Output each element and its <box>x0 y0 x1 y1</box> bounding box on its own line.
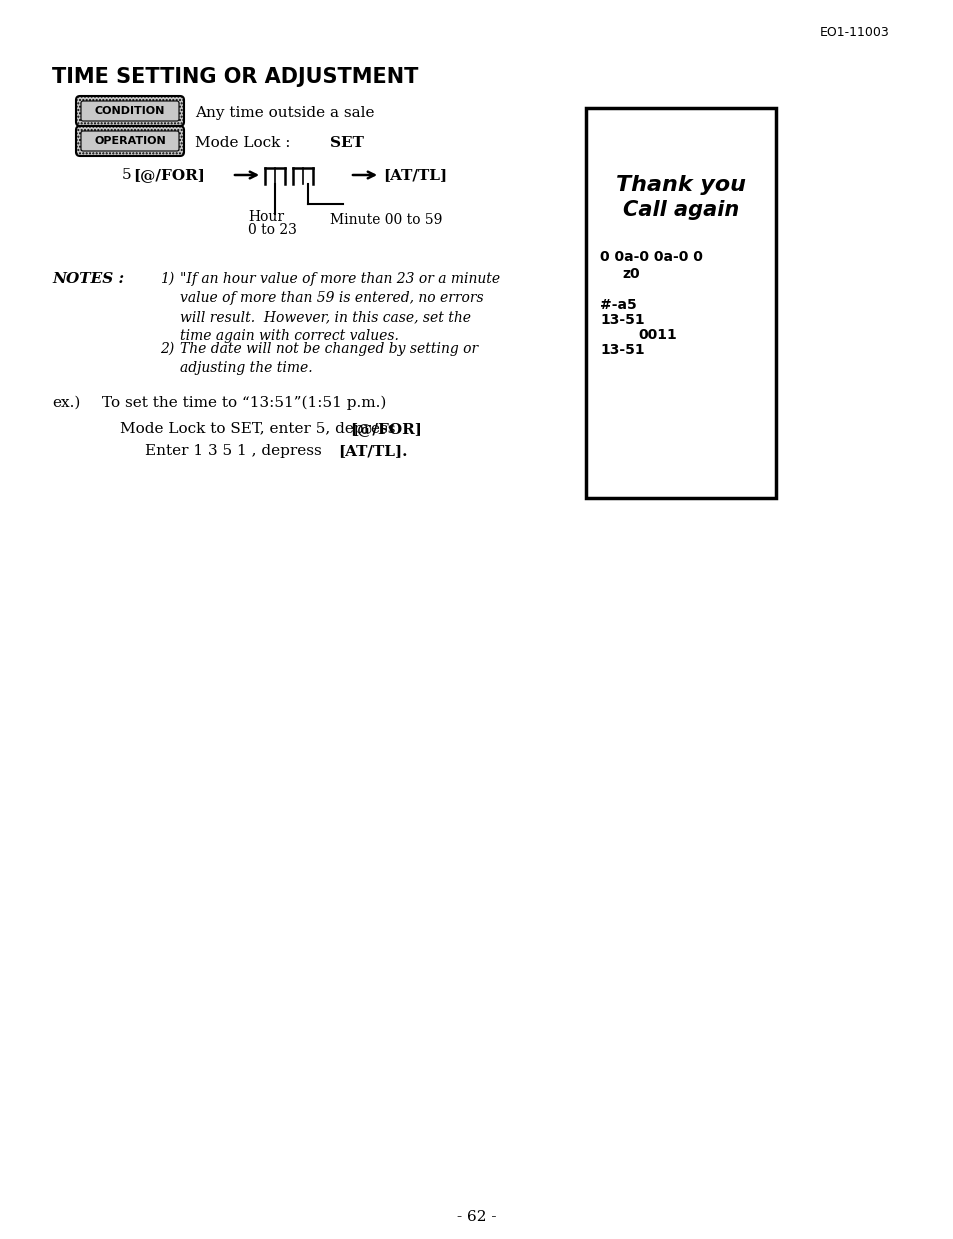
FancyBboxPatch shape <box>81 131 179 151</box>
Text: EO1-11003: EO1-11003 <box>820 26 889 38</box>
Text: To set the time to “13:51”(1:51 p.m.): To set the time to “13:51”(1:51 p.m.) <box>102 396 386 410</box>
Bar <box>585 108 775 498</box>
Text: "If an hour value of more than 23 or a minute
value of more than 59 is entered, : "If an hour value of more than 23 or a m… <box>180 273 499 343</box>
Text: 1): 1) <box>160 273 174 286</box>
Text: 13-51: 13-51 <box>599 313 644 327</box>
Text: NOTES :: NOTES : <box>52 273 124 286</box>
Text: Thank you: Thank you <box>616 175 745 195</box>
Text: Call again: Call again <box>622 199 739 221</box>
Text: 0 0a-0 0a-0 0: 0 0a-0 0a-0 0 <box>599 250 702 264</box>
Text: 2): 2) <box>160 342 174 356</box>
Text: Any time outside a sale: Any time outside a sale <box>194 107 375 120</box>
Text: [@/FOR]: [@/FOR] <box>350 422 421 436</box>
Text: 13-51: 13-51 <box>599 343 644 357</box>
Text: z0: z0 <box>621 266 639 281</box>
Text: OPERATION: OPERATION <box>94 136 166 146</box>
Text: TIME SETTING OR ADJUSTMENT: TIME SETTING OR ADJUSTMENT <box>52 67 418 87</box>
Text: ex.): ex.) <box>52 396 80 410</box>
Text: - 62 -: - 62 - <box>456 1211 497 1224</box>
Text: [AT/TL].: [AT/TL]. <box>337 444 407 458</box>
Text: Minute 00 to 59: Minute 00 to 59 <box>330 213 442 227</box>
FancyBboxPatch shape <box>76 126 184 156</box>
Text: Hour: Hour <box>248 209 284 224</box>
Text: Mode Lock to SET, enter 5, depress: Mode Lock to SET, enter 5, depress <box>120 422 400 436</box>
Text: Mode Lock :: Mode Lock : <box>194 136 300 150</box>
Text: 0 to 23: 0 to 23 <box>248 223 296 237</box>
Text: Enter 1 3 5 1 , depress: Enter 1 3 5 1 , depress <box>145 444 326 458</box>
FancyBboxPatch shape <box>81 102 179 121</box>
Text: [AT/TL]: [AT/TL] <box>382 169 447 182</box>
Text: [@/FOR]: [@/FOR] <box>132 169 205 182</box>
Text: 0011: 0011 <box>638 328 676 342</box>
Text: 5: 5 <box>122 169 136 182</box>
Text: The date will not be changed by setting or
adjusting the time.: The date will not be changed by setting … <box>180 342 477 375</box>
FancyBboxPatch shape <box>76 95 184 126</box>
Text: #-a5: #-a5 <box>599 299 636 312</box>
Text: SET: SET <box>330 136 363 150</box>
Text: CONDITION: CONDITION <box>94 107 165 116</box>
